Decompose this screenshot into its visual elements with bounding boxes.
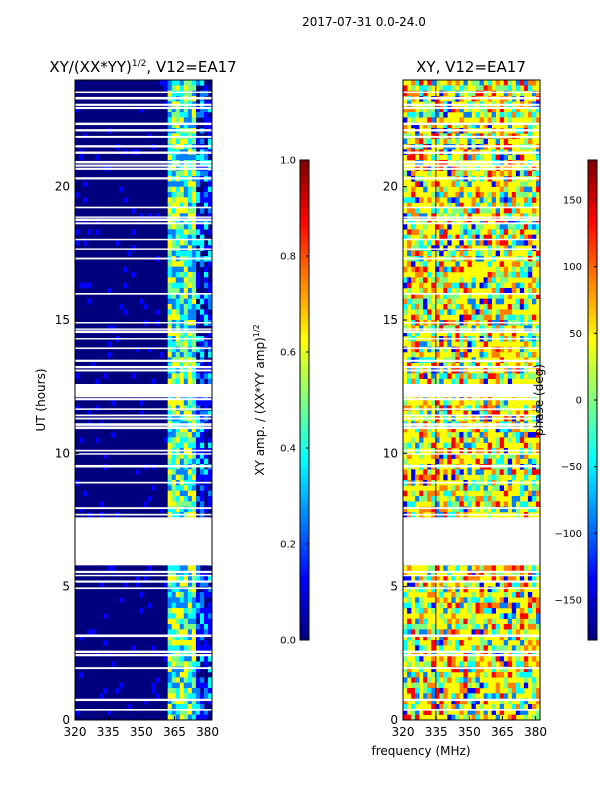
amplitude-ytick-label: 5: [62, 580, 70, 594]
phase-colorbar-ticks: −150 −100 −50 0 50 100 150: [555, 196, 597, 607]
phase-colorbar-tick-label: −50: [561, 462, 582, 473]
phase-ytick-label: 15: [383, 313, 398, 327]
phase-colorbar-tick-label: 0: [576, 396, 582, 407]
figure-suptitle: 2017-07-31 0.0-24.0: [302, 15, 426, 29]
amplitude-xtick-label: 380: [196, 725, 219, 739]
amplitude-colorbar-gradient: [299, 159, 310, 641]
phase-ytick-label: 20: [383, 180, 398, 194]
phase-axes: 320 335 350 365 380 0 5 10 15 20: [383, 180, 547, 739]
phase-heatmap: [403, 80, 541, 721]
phase-colorbar: −150 −100 −50 0 50 100 150 phase (deg): [532, 159, 598, 641]
amplitude-ytick-label: 15: [55, 313, 70, 327]
amplitude-xtick-label: 320: [64, 725, 87, 739]
phase-xtick-label: 320: [392, 725, 415, 739]
amplitude-ytick-label: 10: [55, 446, 70, 460]
phase-colorbar-tick-label: 50: [569, 329, 582, 340]
amplitude-colorbar-tick-label: 0.0: [280, 636, 296, 647]
shared-xlabel: frequency (MHz): [371, 744, 470, 758]
amplitude-ytick-label: 0: [62, 713, 70, 727]
phase-panel: XY, V12=EA17 320 335 350 365 380 0 5 10 15 20: [383, 58, 547, 739]
amplitude-ytick-label: 20: [55, 180, 70, 194]
amplitude-colorbar-tick-label: 0.8: [280, 252, 296, 263]
phase-axes-frame: [402, 79, 541, 721]
amplitude-colorbar-tick-label: 0.6: [280, 348, 296, 359]
amplitude-colorbar: 0.0 0.2 0.4 0.6 0.8 1.0 XY amp. / (XX*YY amp)…: [252, 156, 310, 647]
amplitude-xtick-label: 350: [130, 725, 153, 739]
phase-xtick-label: 380: [524, 725, 547, 739]
amplitude-xtick-label: 365: [163, 725, 186, 739]
amplitude-colorbar-tick-label: 0.2: [280, 540, 296, 551]
phase-colorbar-label: phase (deg): [532, 364, 546, 436]
phase-xtick-label: 350: [458, 725, 481, 739]
phase-xtick-label: 335: [425, 725, 448, 739]
amplitude-colorbar-tick-label: 0.4: [280, 444, 296, 455]
phase-xtick-label: 365: [491, 725, 514, 739]
phase-ytick-label: 10: [383, 446, 398, 460]
amplitude-ylabel: UT (hours): [34, 368, 48, 431]
amplitude-axes-frame: [74, 79, 213, 721]
phase-colorbar-tick-label: −100: [555, 529, 582, 540]
amplitude-colorbar-tick-label: 1.0: [280, 156, 296, 167]
phase-colorbar-tick-label: −150: [555, 596, 582, 607]
amplitude-title: XY/(XX*YY)1/2, V12=EA17: [49, 58, 236, 76]
phase-ytick-label: 0: [390, 713, 398, 727]
amplitude-heatmap: [75, 80, 213, 721]
amplitude-xtick-label: 335: [97, 725, 120, 739]
phase-colorbar-tick-label: 150: [563, 196, 582, 207]
amplitude-colorbar-label: XY amp. / (XX*YY amp)1/2: [252, 324, 267, 475]
phase-colorbar-tick-label: 100: [563, 262, 582, 273]
amplitude-axes: 320 335 350 365 380 0 5 10 15 20: [55, 180, 219, 739]
amplitude-colorbar-ticks: 0.0 0.2 0.4 0.6 0.8 1.0: [280, 156, 309, 647]
amplitude-panel: XY/(XX*YY)1/2, V12=EA17 320 335 350 365 380 0…: [34, 58, 237, 739]
phase-title: XY, V12=EA17: [416, 58, 526, 76]
phase-ytick-label: 5: [390, 580, 398, 594]
